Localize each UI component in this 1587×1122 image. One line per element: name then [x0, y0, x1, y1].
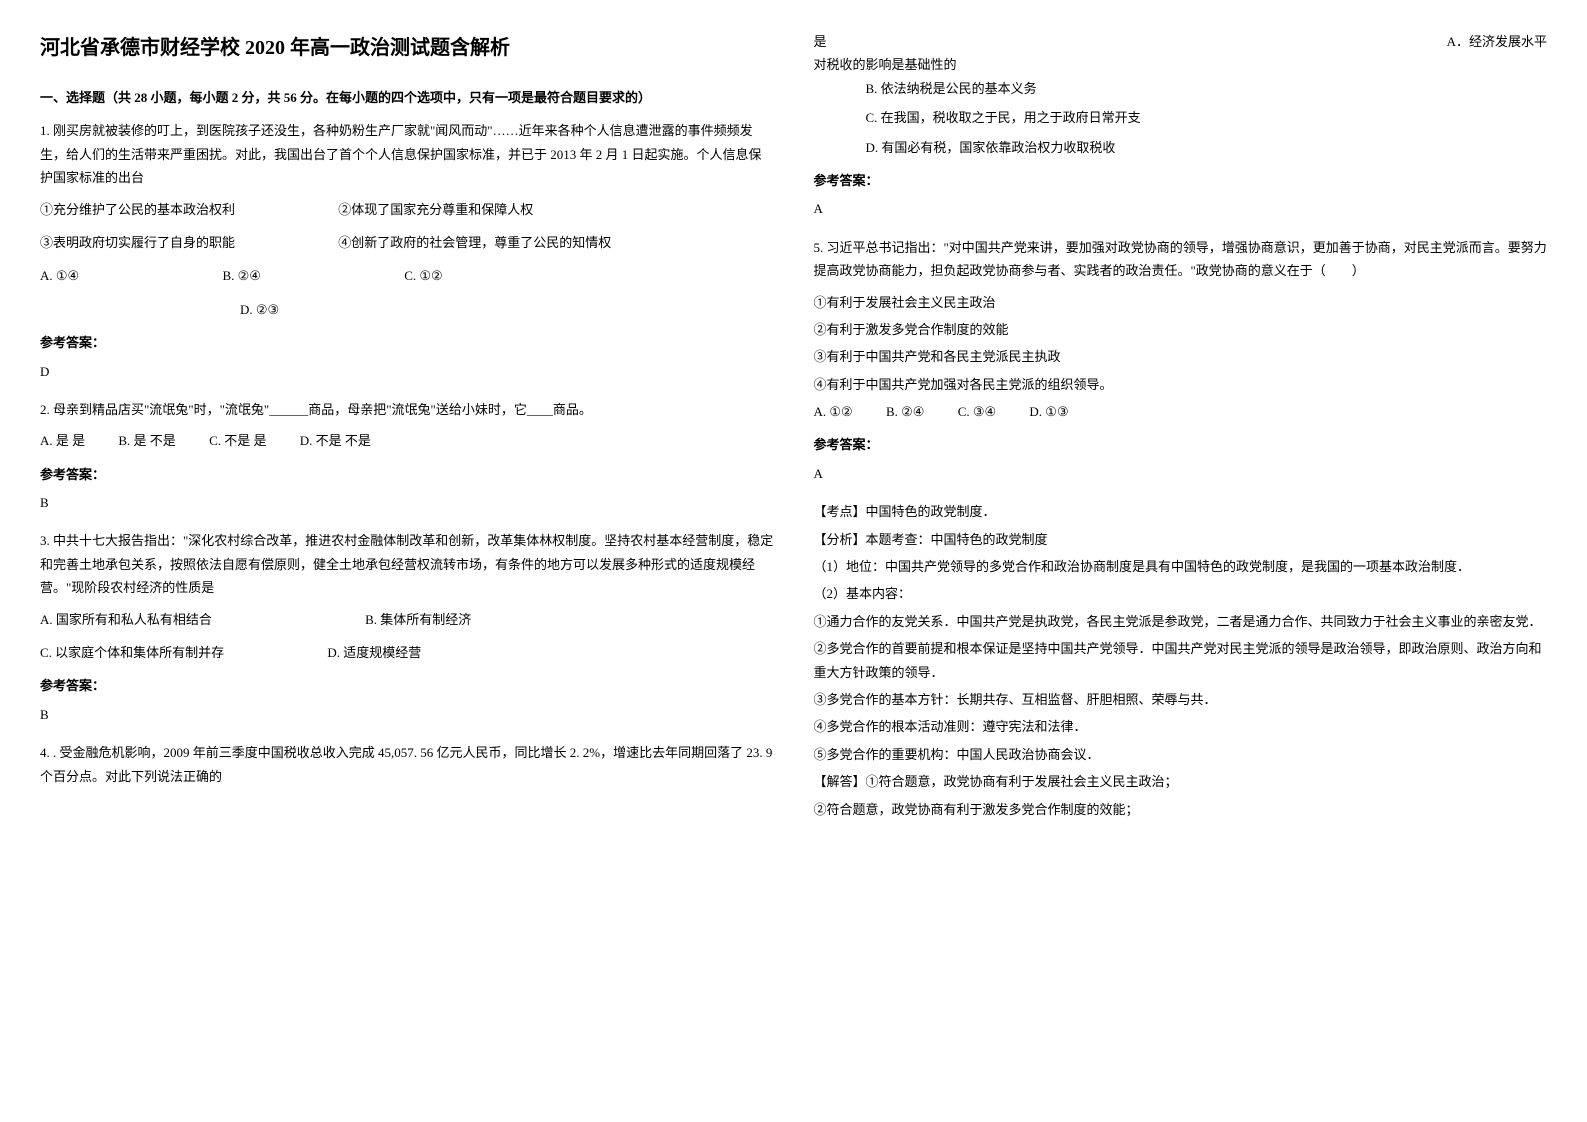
q3-optD: D. 适度规模经营 [327, 641, 421, 664]
q4-answer: A [814, 197, 1548, 220]
q1-answer-label: 参考答案： [40, 331, 774, 354]
q2-optD: D. 不是 不是 [300, 429, 371, 452]
question-4-cont: 是 A．经济发展水平 对税收的影响是基础性的 B. 依法纳税是公民的基本义务 C… [814, 30, 1548, 221]
q3-answer-label: 参考答案： [40, 674, 774, 697]
q5-p2: ②有利于激发多党合作制度的效能 [814, 318, 1548, 341]
q4-text: 4. . 受金融危机影响，2009 年前三季度中国税收总收入完成 45,057.… [40, 741, 774, 788]
q1-options-2: D. ②③ [40, 298, 774, 321]
q5-a5: ③多党合作的基本方针：长期共存、互相监督、肝胆相照、荣辱与共． [814, 688, 1548, 711]
q5-optC: C. ③④ [958, 400, 996, 423]
q5-p3: ③有利于中国共产党和各民主党派民主执政 [814, 345, 1548, 368]
q1-optD: D. ②③ [240, 298, 279, 321]
q1-optC: C. ①② [404, 264, 442, 287]
q5-p1: ①有利于发展社会主义民主政治 [814, 291, 1548, 314]
q1-p3: ③表明政府切实履行了自身的职能 [40, 231, 235, 254]
q1-optB: B. ②④ [222, 264, 260, 287]
q2-optB: B. 是 不是 [118, 429, 175, 452]
question-5: 5. 习近平总书记指出："对中国共产党来讲，要加强对政党协商的领导，增强协商意识… [814, 236, 1548, 821]
q5-optD: D. ①③ [1029, 400, 1068, 423]
q2-optC: C. 不是 是 [209, 429, 266, 452]
q5-optB: B. ②④ [886, 400, 924, 423]
q4-optA-cont: 对税收的影响是基础性的 [814, 53, 1548, 76]
q5-jieda2: ②符合题意，政党协商有利于激发多党合作制度的效能； [814, 798, 1548, 821]
left-column: 河北省承德市财经学校 2020 年高一政治测试题含解析 一、选择题（共 28 小… [40, 30, 774, 836]
q5-a6: ④多党合作的根本活动准则：遵守宪法和法律． [814, 715, 1548, 738]
q1-p2: ②体现了国家充分尊重和保障人权 [338, 198, 533, 221]
q4-optB: B. 依法纳税是公民的基本义务 [866, 77, 1548, 100]
document-title: 河北省承德市财经学校 2020 年高一政治测试题含解析 [40, 30, 774, 66]
q1-p1: ①充分维护了公民的基本政治权利 [40, 198, 235, 221]
q5-a2: （2）基本内容： [814, 582, 1548, 605]
q5-options: A. ①② B. ②④ C. ③④ D. ①③ [814, 400, 1548, 423]
question-1: 1. 刚买房就被装修的叮上，到医院孩子还没生，各种奶粉生产厂家就"闻风而动"……… [40, 119, 774, 383]
q3-text: 3. 中共十七大报告指出："深化农村综合改革，推进农村金融体制改革和创新，改革集… [40, 529, 774, 599]
q2-answer: B [40, 491, 774, 514]
q2-options: A. 是 是 B. 是 不是 C. 不是 是 D. 不是 不是 [40, 429, 774, 452]
page-container: 河北省承德市财经学校 2020 年高一政治测试题含解析 一、选择题（共 28 小… [40, 30, 1547, 836]
question-3: 3. 中共十七大报告指出："深化农村综合改革，推进农村金融体制改革和创新，改革集… [40, 529, 774, 726]
q5-p4: ④有利于中国共产党加强对各民主党派的组织领导。 [814, 373, 1548, 396]
q5-jieda: 【解答】①符合题意，政党协商有利于发展社会主义民主政治； [814, 770, 1548, 793]
q1-subpoints-row2: ③表明政府切实履行了自身的职能 ④创新了政府的社会管理，尊重了公民的知情权 [40, 231, 774, 254]
q5-fenxi: 【分析】本题考查：中国特色的政党制度 [814, 528, 1548, 551]
q2-answer-label: 参考答案： [40, 463, 774, 486]
q5-answer: A [814, 462, 1548, 485]
q1-options: A. ①④ B. ②④ C. ①② [40, 264, 774, 287]
section-1-header: 一、选择题（共 28 小题，每小题 2 分，共 56 分。在每小题的四个选项中，… [40, 86, 774, 109]
q1-text: 1. 刚买房就被装修的叮上，到医院孩子还没生，各种奶粉生产厂家就"闻风而动"……… [40, 119, 774, 189]
q4-continuation: 是 [814, 30, 827, 53]
q1-answer: D [40, 360, 774, 383]
q5-kaodian: 【考点】中国特色的政党制度． [814, 500, 1548, 523]
q3-options-1: A. 国家所有和私人私有相结合 B. 集体所有制经济 [40, 608, 774, 631]
q4-continuation-row: 是 A．经济发展水平 [814, 30, 1548, 53]
q1-p4: ④创新了政府的社会管理，尊重了公民的知情权 [338, 231, 611, 254]
q5-a7: ⑤多党合作的重要机构：中国人民政治协商会议． [814, 743, 1548, 766]
q5-text: 5. 习近平总书记指出："对中国共产党来讲，要加强对政党协商的领导，增强协商意识… [814, 236, 1548, 283]
right-column: 是 A．经济发展水平 对税收的影响是基础性的 B. 依法纳税是公民的基本义务 C… [814, 30, 1548, 836]
q4-optA-partial: A．经济发展水平 [1447, 30, 1547, 53]
q5-a3: ①通力合作的友党关系．中国共产党是执政党，各民主党派是参政党，二者是通力合作、共… [814, 610, 1548, 633]
q5-a1: （1）地位：中国共产党领导的多党合作和政治协商制度是具有中国特色的政党制度，是我… [814, 555, 1548, 578]
q4-answer-label: 参考答案： [814, 169, 1548, 192]
question-2: 2. 母亲到精品店买"流氓兔"时，"流氓兔"______商品，母亲把"流氓兔"送… [40, 398, 774, 515]
q3-answer: B [40, 703, 774, 726]
q2-optA: A. 是 是 [40, 429, 85, 452]
q5-answer-label: 参考答案： [814, 433, 1548, 456]
q1-optA: A. ①④ [40, 264, 79, 287]
q4-optC: C. 在我国，税收取之于民，用之于政府日常开支 [866, 106, 1548, 129]
q3-optA: A. 国家所有和私人私有相结合 [40, 608, 212, 631]
q3-optB: B. 集体所有制经济 [365, 608, 471, 631]
q3-options-2: C. 以家庭个体和集体所有制并存 D. 适度规模经营 [40, 641, 774, 664]
q3-optC: C. 以家庭个体和集体所有制并存 [40, 641, 224, 664]
q1-subpoints-row1: ①充分维护了公民的基本政治权利 ②体现了国家充分尊重和保障人权 [40, 198, 774, 221]
q2-text: 2. 母亲到精品店买"流氓兔"时，"流氓兔"______商品，母亲把"流氓兔"送… [40, 398, 774, 421]
q4-optD: D. 有国必有税，国家依靠政治权力收取税收 [866, 136, 1548, 159]
q5-optA: A. ①② [814, 400, 853, 423]
q5-a4: ②多党合作的首要前提和根本保证是坚持中国共产党领导．中国共产党对民主党派的领导是… [814, 637, 1548, 684]
question-4-start: 4. . 受金融危机影响，2009 年前三季度中国税收总收入完成 45,057.… [40, 741, 774, 788]
